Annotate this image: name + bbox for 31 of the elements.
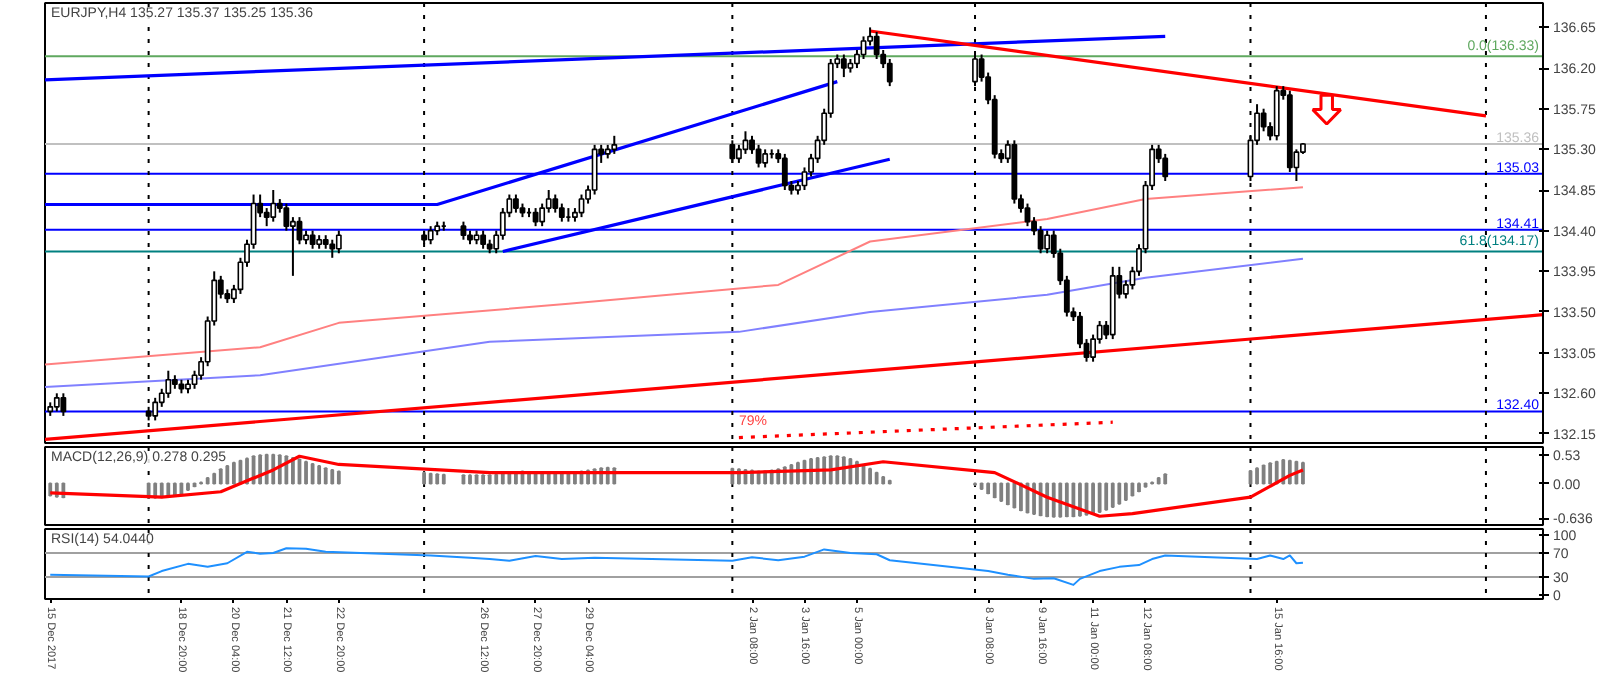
candlestick [309, 229, 316, 250]
candlestick [1273, 85, 1280, 142]
candlestick [512, 193, 519, 214]
candlestick [755, 143, 762, 169]
candlestick [1044, 229, 1051, 255]
candlestick [558, 202, 565, 223]
candlestick [611, 134, 618, 155]
candlestick [886, 58, 893, 88]
candlestick [270, 189, 277, 223]
candlestick [552, 193, 559, 214]
candlestick [591, 143, 598, 196]
line-series [48, 454, 1305, 518]
candlestick [1037, 225, 1044, 255]
candlestick [60, 392, 67, 417]
candlestick [781, 152, 788, 192]
candlestick [53, 392, 60, 413]
line-series [45, 186, 1304, 366]
candlestick [427, 225, 434, 246]
candlestick [165, 369, 172, 399]
candlestick [1162, 152, 1169, 182]
line-series [49, 547, 1304, 586]
candlestick [480, 229, 487, 250]
candlestick [1260, 107, 1267, 133]
candlestick [329, 238, 336, 259]
candlestick [873, 30, 880, 61]
line-series [45, 257, 1304, 388]
candlestick [460, 220, 467, 241]
candlestick [840, 53, 847, 79]
candlestick [335, 229, 342, 255]
candlestick [532, 207, 539, 228]
candlestick [762, 148, 769, 169]
